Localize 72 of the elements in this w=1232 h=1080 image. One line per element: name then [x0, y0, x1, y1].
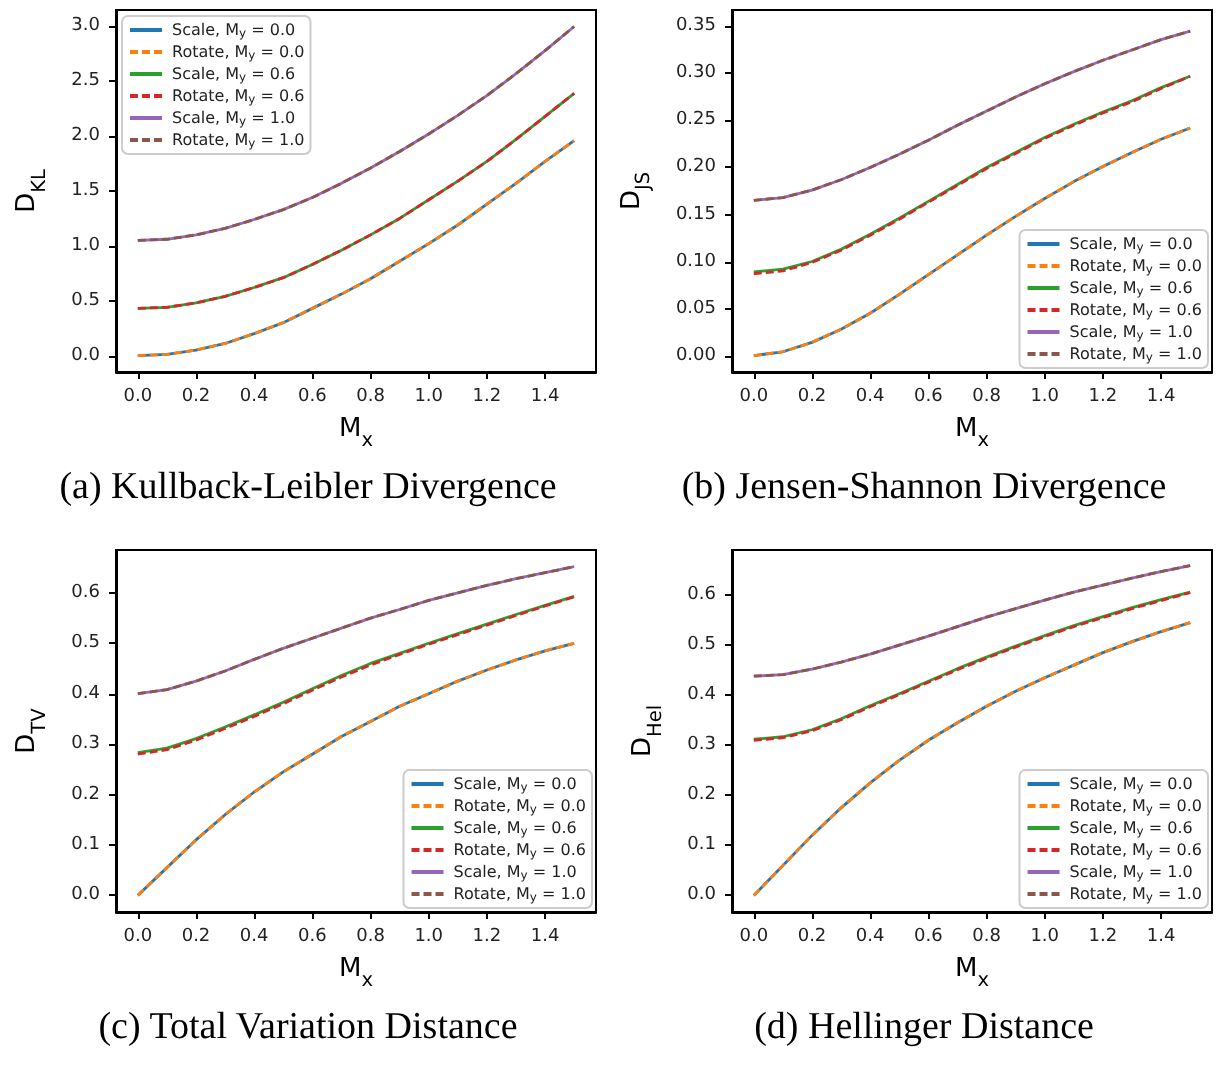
x-tick-label: 1.2 — [1088, 387, 1118, 407]
x-tick-label: 1.2 — [472, 387, 502, 407]
x-tick-label: 0.0 — [123, 927, 153, 947]
y-tick-label: 0.5 — [71, 633, 100, 654]
line-series — [136, 91, 576, 310]
y-tick-label: 0.6 — [687, 585, 717, 606]
y-tick-label: 0.00 — [675, 345, 717, 366]
x-tick-label: 0.4 — [855, 927, 886, 947]
y-tick-label: 0.2 — [71, 784, 100, 805]
x-tick-label: 1.4 — [530, 387, 560, 407]
line-series — [136, 25, 576, 242]
y-tick-label: 0.3 — [71, 734, 100, 755]
y-tick-label: 0.4 — [71, 683, 101, 704]
y-axis-title: DHel — [628, 704, 667, 758]
x-tick-label: 1.2 — [472, 927, 502, 947]
x-tick-label: 0.0 — [739, 387, 769, 407]
y-tick-label: 0.35 — [675, 16, 716, 37]
y-tick-label: 1.0 — [71, 235, 101, 256]
y-tick-label: 0.0 — [687, 885, 717, 906]
y-tick-label: 0.10 — [675, 251, 717, 272]
x-tick-label: 0.4 — [855, 387, 886, 407]
x-tick-label: 1.0 — [414, 927, 444, 947]
y-tick-label: 0.6 — [71, 582, 101, 603]
y-tick-label: 0.30 — [675, 63, 717, 84]
x-tick-label: 0.6 — [298, 927, 328, 947]
x-tick-label: 0.2 — [797, 387, 827, 407]
x-tick-label: 0.6 — [914, 927, 944, 947]
x-tick-label: 0.6 — [298, 387, 328, 407]
x-tick-label: 0.0 — [123, 387, 153, 407]
x-tick-label: 1.0 — [1030, 927, 1060, 947]
y-axis-title: DJS — [617, 171, 656, 211]
line-series — [752, 29, 1192, 202]
y-tick-label: 0.25 — [675, 110, 716, 131]
x-tick-label: 0.2 — [181, 927, 211, 947]
y-tick-label: 0.05 — [675, 298, 716, 319]
y-axis-title: DTV — [12, 707, 51, 754]
y-tick-label: 0.0 — [71, 345, 101, 366]
text: (a) Kullback-Leibler Divergence — [59, 466, 557, 508]
text: (c) Total Variation Distance — [98, 1006, 518, 1048]
y-tick-label: 0.15 — [675, 204, 716, 225]
x-tick-label: 0.8 — [972, 927, 1002, 947]
x-tick-label: 0.2 — [797, 927, 827, 947]
text: (b) Jensen-Shannon Divergence — [681, 466, 1167, 508]
x-tick-label: 0.0 — [739, 927, 769, 947]
y-tick-label: 0.5 — [71, 290, 100, 311]
x-tick-label: 1.2 — [1088, 927, 1118, 947]
y-tick-label: 0.5 — [687, 635, 716, 656]
x-tick-label: 0.8 — [356, 387, 386, 407]
y-tick-label: 0.1 — [71, 834, 100, 855]
x-tick-label: 1.0 — [414, 387, 444, 407]
x-tick-label: 1.4 — [1146, 927, 1176, 947]
x-tick-label: 0.6 — [914, 387, 944, 407]
x-tick-label: 1.4 — [1146, 387, 1176, 407]
y-axis-title: DKL — [12, 168, 51, 213]
x-tick-label: 0.4 — [239, 387, 270, 407]
y-tick-label: 0.0 — [71, 885, 101, 906]
y-tick-label: 0.2 — [687, 785, 716, 806]
y-tick-label: 1.5 — [71, 181, 100, 201]
x-tick-label: 0.2 — [181, 387, 211, 407]
x-tick-label: 1.0 — [1030, 387, 1060, 407]
x-tick-label: 1.4 — [530, 927, 560, 947]
text: (d) Hellinger Distance — [754, 1006, 1094, 1048]
x-tick-label: 0.8 — [972, 387, 1002, 407]
y-tick-label: 0.3 — [687, 735, 716, 756]
x-tick-label: 0.4 — [239, 927, 270, 947]
y-tick-label: 0.4 — [687, 685, 717, 706]
y-tick-label: 3.0 — [71, 16, 101, 37]
x-tick-label: 0.8 — [356, 927, 386, 947]
y-tick-label: 0.1 — [687, 835, 716, 856]
y-tick-label: 2.5 — [71, 71, 100, 92]
y-tick-label: 2.0 — [71, 126, 101, 147]
y-tick-label: 0.20 — [675, 157, 717, 178]
